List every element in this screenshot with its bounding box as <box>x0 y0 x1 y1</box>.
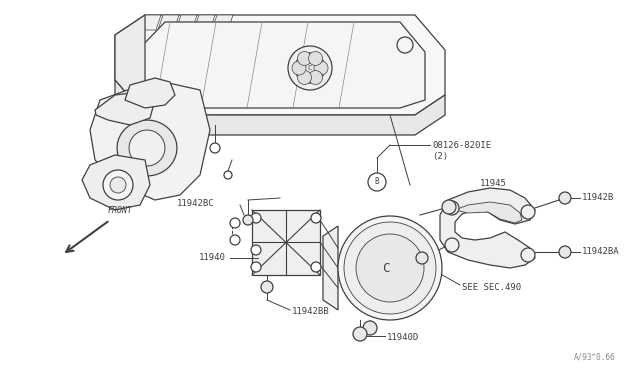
Circle shape <box>251 245 261 255</box>
Circle shape <box>445 238 459 252</box>
Circle shape <box>356 234 424 302</box>
Circle shape <box>445 201 459 215</box>
Circle shape <box>103 170 133 200</box>
Circle shape <box>298 71 312 84</box>
Circle shape <box>363 321 377 335</box>
Circle shape <box>559 192 571 204</box>
Circle shape <box>338 216 442 320</box>
Polygon shape <box>323 226 338 310</box>
Circle shape <box>224 171 232 179</box>
Circle shape <box>397 37 413 53</box>
Circle shape <box>559 246 571 258</box>
Circle shape <box>251 213 261 223</box>
Polygon shape <box>117 120 177 176</box>
Polygon shape <box>252 210 320 275</box>
Circle shape <box>110 177 126 193</box>
Text: SEE SEC.490: SEE SEC.490 <box>462 282 521 292</box>
Text: 11940: 11940 <box>199 253 226 263</box>
Circle shape <box>210 143 220 153</box>
Polygon shape <box>95 92 155 125</box>
Polygon shape <box>129 130 165 166</box>
Circle shape <box>251 262 261 272</box>
Circle shape <box>298 51 312 65</box>
Circle shape <box>521 205 535 219</box>
Polygon shape <box>125 78 175 108</box>
Circle shape <box>292 61 306 75</box>
Circle shape <box>311 213 321 223</box>
Circle shape <box>288 46 332 90</box>
Text: FRONT: FRONT <box>108 206 133 215</box>
Circle shape <box>308 51 323 65</box>
Text: 11940D: 11940D <box>387 333 419 341</box>
Polygon shape <box>455 202 522 223</box>
Polygon shape <box>194 15 215 30</box>
Text: (2): (2) <box>432 151 448 160</box>
Circle shape <box>442 200 456 214</box>
Circle shape <box>230 235 240 245</box>
Text: B: B <box>374 177 380 186</box>
Polygon shape <box>440 188 535 268</box>
Text: 11942BA: 11942BA <box>582 247 620 257</box>
Text: 11942B: 11942B <box>582 193 614 202</box>
Text: 11942BC: 11942BC <box>177 199 214 208</box>
Polygon shape <box>176 15 197 30</box>
Circle shape <box>261 281 273 293</box>
Polygon shape <box>140 15 161 30</box>
Circle shape <box>243 215 253 225</box>
Polygon shape <box>115 80 445 135</box>
Text: C: C <box>308 65 312 71</box>
Text: 11942BB: 11942BB <box>292 308 330 317</box>
Text: 11945: 11945 <box>480 179 507 187</box>
Circle shape <box>230 218 240 228</box>
Text: 08126-820IE: 08126-820IE <box>432 141 491 150</box>
Polygon shape <box>140 22 425 108</box>
Circle shape <box>311 262 321 272</box>
Polygon shape <box>82 155 150 210</box>
Circle shape <box>344 222 436 314</box>
Circle shape <box>308 71 323 84</box>
Polygon shape <box>90 80 210 200</box>
Polygon shape <box>158 15 179 30</box>
Circle shape <box>295 53 325 83</box>
Polygon shape <box>212 15 233 30</box>
Text: C: C <box>382 262 390 275</box>
Polygon shape <box>115 15 445 115</box>
Circle shape <box>368 173 386 191</box>
Circle shape <box>353 327 367 341</box>
Polygon shape <box>115 15 145 115</box>
Circle shape <box>416 252 428 264</box>
Circle shape <box>314 61 328 75</box>
Circle shape <box>521 248 535 262</box>
Text: A/93^0.66: A/93^0.66 <box>573 353 615 362</box>
